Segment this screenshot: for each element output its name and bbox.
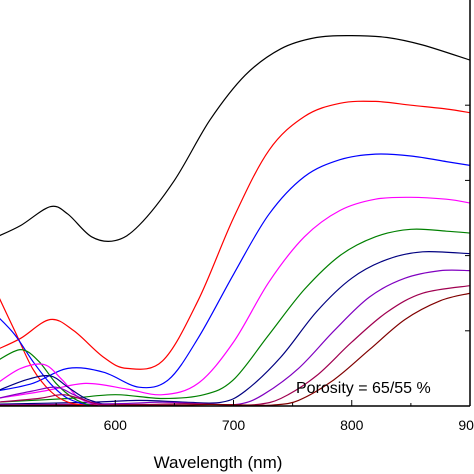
- peak-line-1: [0, 298, 92, 406]
- series-line-2: [0, 100, 470, 370]
- series-line-8: [0, 285, 470, 406]
- x-tick-label-900: 900: [458, 417, 474, 433]
- x-tick-label-800: 800: [340, 417, 364, 433]
- ticks-layer: 600 700 800 900: [55, 104, 474, 433]
- peak-line-3: [0, 348, 92, 406]
- series-line-4: [0, 196, 470, 399]
- series-layer: [0, 34, 470, 406]
- series-line-1: [0, 34, 470, 242]
- peak-line-2: [0, 317, 92, 406]
- series-line-6: [0, 251, 470, 405]
- porosity-annotation: Porosity = 65/55 %: [296, 380, 431, 397]
- series-line-9: [0, 292, 470, 406]
- series-line-5: [0, 228, 470, 403]
- x-tick-label-600: 600: [104, 417, 128, 433]
- axes-layer: [0, 0, 471, 407]
- peak-line-7: [0, 394, 122, 406]
- series-line-7: [0, 269, 470, 406]
- x-tick-label-700: 700: [222, 417, 246, 433]
- x-axis-title: Wavelength (nm): [154, 453, 283, 472]
- series-line-3: [0, 153, 470, 392]
- peak-line-5: [0, 375, 110, 406]
